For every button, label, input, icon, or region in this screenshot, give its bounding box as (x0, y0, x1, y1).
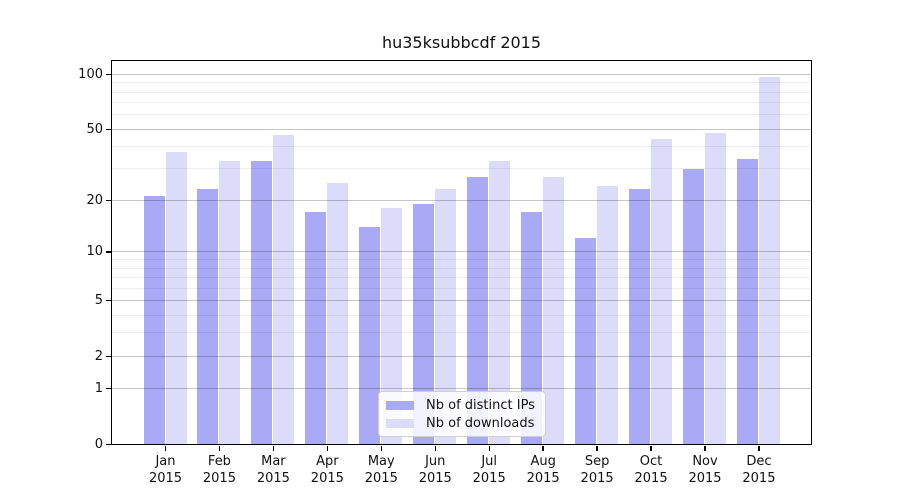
minor-gridline (111, 332, 811, 334)
legend-item-downloads: Nb of downloads (386, 415, 538, 433)
bar-downloads-3 (327, 182, 349, 444)
x-tick-mark (704, 445, 706, 451)
minor-gridline (111, 114, 811, 116)
y-tick-mark (105, 199, 111, 202)
minor-gridline (111, 91, 811, 93)
bar-distinct-ips-1 (197, 189, 219, 444)
y-tick-label: 50 (86, 121, 103, 137)
y-tick-mark (105, 73, 111, 76)
x-tick-label: Mar 2015 (256, 454, 290, 486)
y-tick-mark (105, 387, 111, 390)
y-tick-label: 20 (86, 192, 103, 208)
x-tick-mark (326, 445, 329, 451)
bar-downloads-6 (489, 161, 511, 444)
legend-label-downloads: Nb of downloads (426, 415, 535, 431)
x-tick-mark (218, 445, 221, 451)
bar-downloads-7 (543, 176, 565, 444)
y-tick-label: 0 (94, 436, 103, 452)
x-tick-label: Oct 2015 (634, 454, 668, 486)
minor-gridline (111, 267, 811, 269)
bar-distinct-ips-4 (359, 226, 381, 444)
y-tick-label: 2 (94, 348, 103, 364)
bar-downloads-4 (381, 207, 403, 444)
minor-gridline (111, 287, 811, 289)
bar-distinct-ips-5 (413, 203, 435, 444)
y-tick-mark (105, 251, 111, 253)
bar-distinct-ips-8 (575, 238, 597, 444)
bar-distinct-ips-11 (736, 158, 758, 444)
x-tick-label: Sep 2015 (580, 454, 614, 486)
x-tick-mark (758, 445, 760, 451)
y-tick-mark (105, 355, 111, 357)
minor-gridline (111, 276, 811, 278)
y-tick-mark (105, 128, 111, 130)
x-tick-mark (488, 445, 490, 451)
bar-distinct-ips-7 (521, 212, 543, 444)
minor-gridline (111, 259, 811, 261)
x-tick-label: Dec 2015 (742, 454, 776, 486)
minor-gridline (111, 146, 811, 148)
bar-distinct-ips-10 (683, 168, 704, 444)
chart-title: hu35ksubbcdf 2015 (381, 33, 542, 52)
x-tick-label: Jan 2015 (148, 454, 183, 486)
legend: Nb of distinct IPs Nb of downloads (378, 391, 546, 437)
x-tick-label: Apr 2015 (310, 454, 344, 486)
x-tick-label: Jun 2015 (418, 454, 452, 486)
major-gridline (111, 300, 811, 301)
x-tick-label: Jul 2015 (472, 454, 506, 486)
bar-downloads-11 (758, 77, 780, 444)
bar-distinct-ips-9 (629, 189, 651, 444)
major-gridline (111, 355, 811, 357)
minor-gridline (111, 82, 811, 84)
y-tick-label: 1 (94, 380, 103, 396)
minor-gridline (111, 314, 811, 316)
minor-gridline (111, 102, 811, 104)
minor-gridline (111, 168, 811, 170)
y-tick-mark (105, 443, 111, 445)
y-tick-label: 10 (86, 244, 103, 260)
x-tick-mark (164, 445, 167, 451)
legend-swatch-downloads-icon (386, 418, 414, 428)
x-tick-mark (650, 445, 652, 451)
bar-downloads-5 (435, 189, 457, 444)
x-tick-label: Feb 2015 (202, 454, 236, 486)
x-tick-mark (542, 445, 544, 451)
x-tick-label: Nov 2015 (688, 454, 722, 486)
bar-distinct-ips-3 (305, 212, 327, 444)
bar-downloads-0 (165, 152, 187, 444)
plot-area (110, 59, 812, 445)
major-gridline (111, 251, 811, 253)
x-tick-mark (596, 445, 598, 451)
bar-downloads-10 (705, 133, 726, 444)
bar-distinct-ips-2 (251, 161, 273, 444)
bar-downloads-9 (651, 138, 673, 444)
x-tick-label: Aug 2015 (526, 454, 560, 486)
x-tick-label: May 2015 (364, 454, 398, 486)
bar-downloads-1 (219, 161, 241, 444)
major-gridline (111, 73, 811, 75)
y-tick-label: 100 (78, 66, 103, 82)
bar-downloads-2 (273, 135, 295, 444)
major-gridline (111, 199, 811, 201)
legend-swatch-distinct-ips-icon (386, 401, 414, 411)
x-tick-mark (272, 445, 275, 451)
y-tick-mark (105, 300, 111, 302)
bar-downloads-8 (597, 185, 619, 444)
x-tick-mark (434, 445, 436, 451)
legend-item-distinct-ips: Nb of distinct IPs (386, 397, 538, 415)
major-gridline (111, 387, 811, 389)
bar-distinct-ips-6 (467, 176, 489, 444)
legend-label-distinct-ips: Nb of distinct IPs (426, 398, 535, 414)
bar-distinct-ips-0 (143, 195, 165, 444)
x-tick-mark (380, 445, 382, 451)
y-tick-label: 5 (94, 293, 103, 308)
major-gridline (111, 128, 811, 130)
